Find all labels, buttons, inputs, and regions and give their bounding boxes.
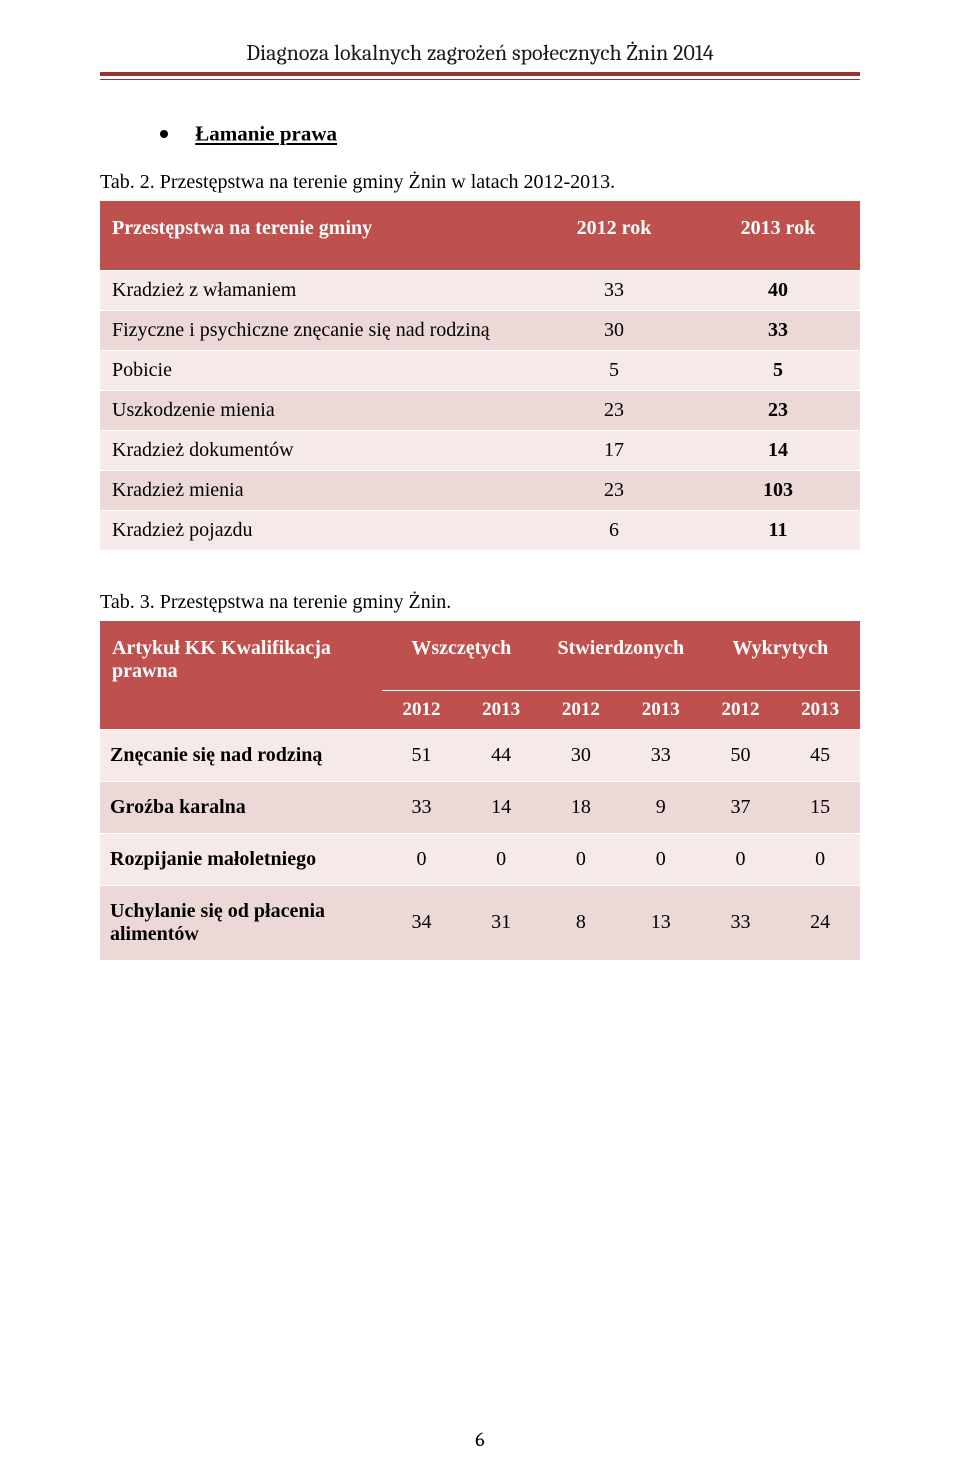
header-rule (100, 72, 860, 80)
page-number: 6 (0, 1428, 960, 1451)
table-row: Groźba karalna 33 14 18 9 37 15 (100, 781, 860, 833)
table-row: Rozpijanie małoletniego 0 0 0 0 0 0 (100, 833, 860, 885)
table2-subheader-2013: 2013 (461, 690, 541, 729)
row-value: 0 (382, 833, 462, 885)
row-value: 44 (461, 729, 541, 781)
table1-header-2012: 2012 rok (532, 200, 696, 270)
table2-subheader-2012: 2012 (382, 690, 462, 729)
table2-caption: Tab. 3. Przestępstwa na terenie gminy Żn… (100, 591, 860, 614)
row-value: 51 (382, 729, 462, 781)
row-label: Znęcanie się nad rodziną (100, 729, 382, 781)
row-label: Kradzież mienia (100, 470, 532, 510)
table2-header-group-stwierdzonych: Stwierdzonych (541, 620, 701, 690)
row-value: 5 (696, 350, 860, 390)
table1-header-2013: 2013 rok (696, 200, 860, 270)
table1-header-label: Przestępstwa na terenie gminy (100, 200, 532, 270)
table-row: Uszkodzenie mienia 23 23 (100, 390, 860, 430)
row-value: 33 (701, 885, 781, 960)
row-value: 17 (532, 430, 696, 470)
row-value: 0 (541, 833, 621, 885)
table-row: Kradzież mienia 23 103 (100, 470, 860, 510)
table-row: Kradzież pojazdu 6 11 (100, 510, 860, 550)
row-value: 0 (701, 833, 781, 885)
running-header: Diagnoza lokalnych zagrożeń społecznych … (100, 40, 860, 66)
table-row: Fizyczne i psychiczne znęcanie się nad r… (100, 310, 860, 350)
row-value: 0 (461, 833, 541, 885)
row-label: Groźba karalna (100, 781, 382, 833)
row-value: 18 (541, 781, 621, 833)
row-value: 9 (621, 781, 701, 833)
table1-caption: Tab. 2. Przestępstwa na terenie gminy Żn… (100, 171, 860, 194)
row-value: 11 (696, 510, 860, 550)
section-bullet-heading: Łamanie prawa (160, 120, 860, 147)
row-value: 23 (696, 390, 860, 430)
row-value: 23 (532, 470, 696, 510)
row-value: 37 (701, 781, 781, 833)
row-label: Kradzież dokumentów (100, 430, 532, 470)
table-row: Kradzież z włamaniem 33 40 (100, 270, 860, 310)
row-value: 5 (532, 350, 696, 390)
row-label: Fizyczne i psychiczne znęcanie się nad r… (100, 310, 532, 350)
row-value: 34 (382, 885, 462, 960)
row-value: 40 (696, 270, 860, 310)
row-value: 30 (541, 729, 621, 781)
section-title: Łamanie prawa (195, 122, 337, 146)
row-label: Uszkodzenie mienia (100, 390, 532, 430)
row-value: 103 (696, 470, 860, 510)
row-label: Pobicie (100, 350, 532, 390)
row-value: 15 (780, 781, 860, 833)
row-value: 0 (621, 833, 701, 885)
row-value: 6 (532, 510, 696, 550)
row-value: 0 (780, 833, 860, 885)
row-value: 33 (696, 310, 860, 350)
table-kk-qualification: Artykuł KK Kwalifikacja prawna Wszczętyc… (100, 620, 860, 961)
row-value: 14 (696, 430, 860, 470)
table2-header-group-wykrytych: Wykrytych (701, 620, 860, 690)
row-value: 31 (461, 885, 541, 960)
table-row: Uchylanie się od płacenia alimentów 34 3… (100, 885, 860, 960)
row-value: 30 (532, 310, 696, 350)
row-label: Kradzież pojazdu (100, 510, 532, 550)
row-value: 33 (382, 781, 462, 833)
row-value: 50 (701, 729, 781, 781)
table2-subheader-2013: 2013 (621, 690, 701, 729)
table2-header-group-wszczetych: Wszczętych (382, 620, 541, 690)
row-label: Rozpijanie małoletniego (100, 833, 382, 885)
row-value: 14 (461, 781, 541, 833)
row-value: 13 (621, 885, 701, 960)
table-crimes-2012-2013: Przestępstwa na terenie gminy 2012 rok 2… (100, 200, 860, 551)
table2-subheader-2012: 2012 (701, 690, 781, 729)
row-value: 23 (532, 390, 696, 430)
table2-subheader-2012: 2012 (541, 690, 621, 729)
row-label: Kradzież z włamaniem (100, 270, 532, 310)
row-label: Uchylanie się od płacenia alimentów (100, 885, 382, 960)
table-row: Kradzież dokumentów 17 14 (100, 430, 860, 470)
row-value: 8 (541, 885, 621, 960)
row-value: 45 (780, 729, 860, 781)
row-value: 24 (780, 885, 860, 960)
row-value: 33 (621, 729, 701, 781)
row-value: 33 (532, 270, 696, 310)
table2-header-label: Artykuł KK Kwalifikacja prawna (100, 620, 382, 729)
table2-subheader-2013: 2013 (780, 690, 860, 729)
table-row: Znęcanie się nad rodziną 51 44 30 33 50 … (100, 729, 860, 781)
table-row: Pobicie 5 5 (100, 350, 860, 390)
bullet-icon (160, 130, 168, 138)
